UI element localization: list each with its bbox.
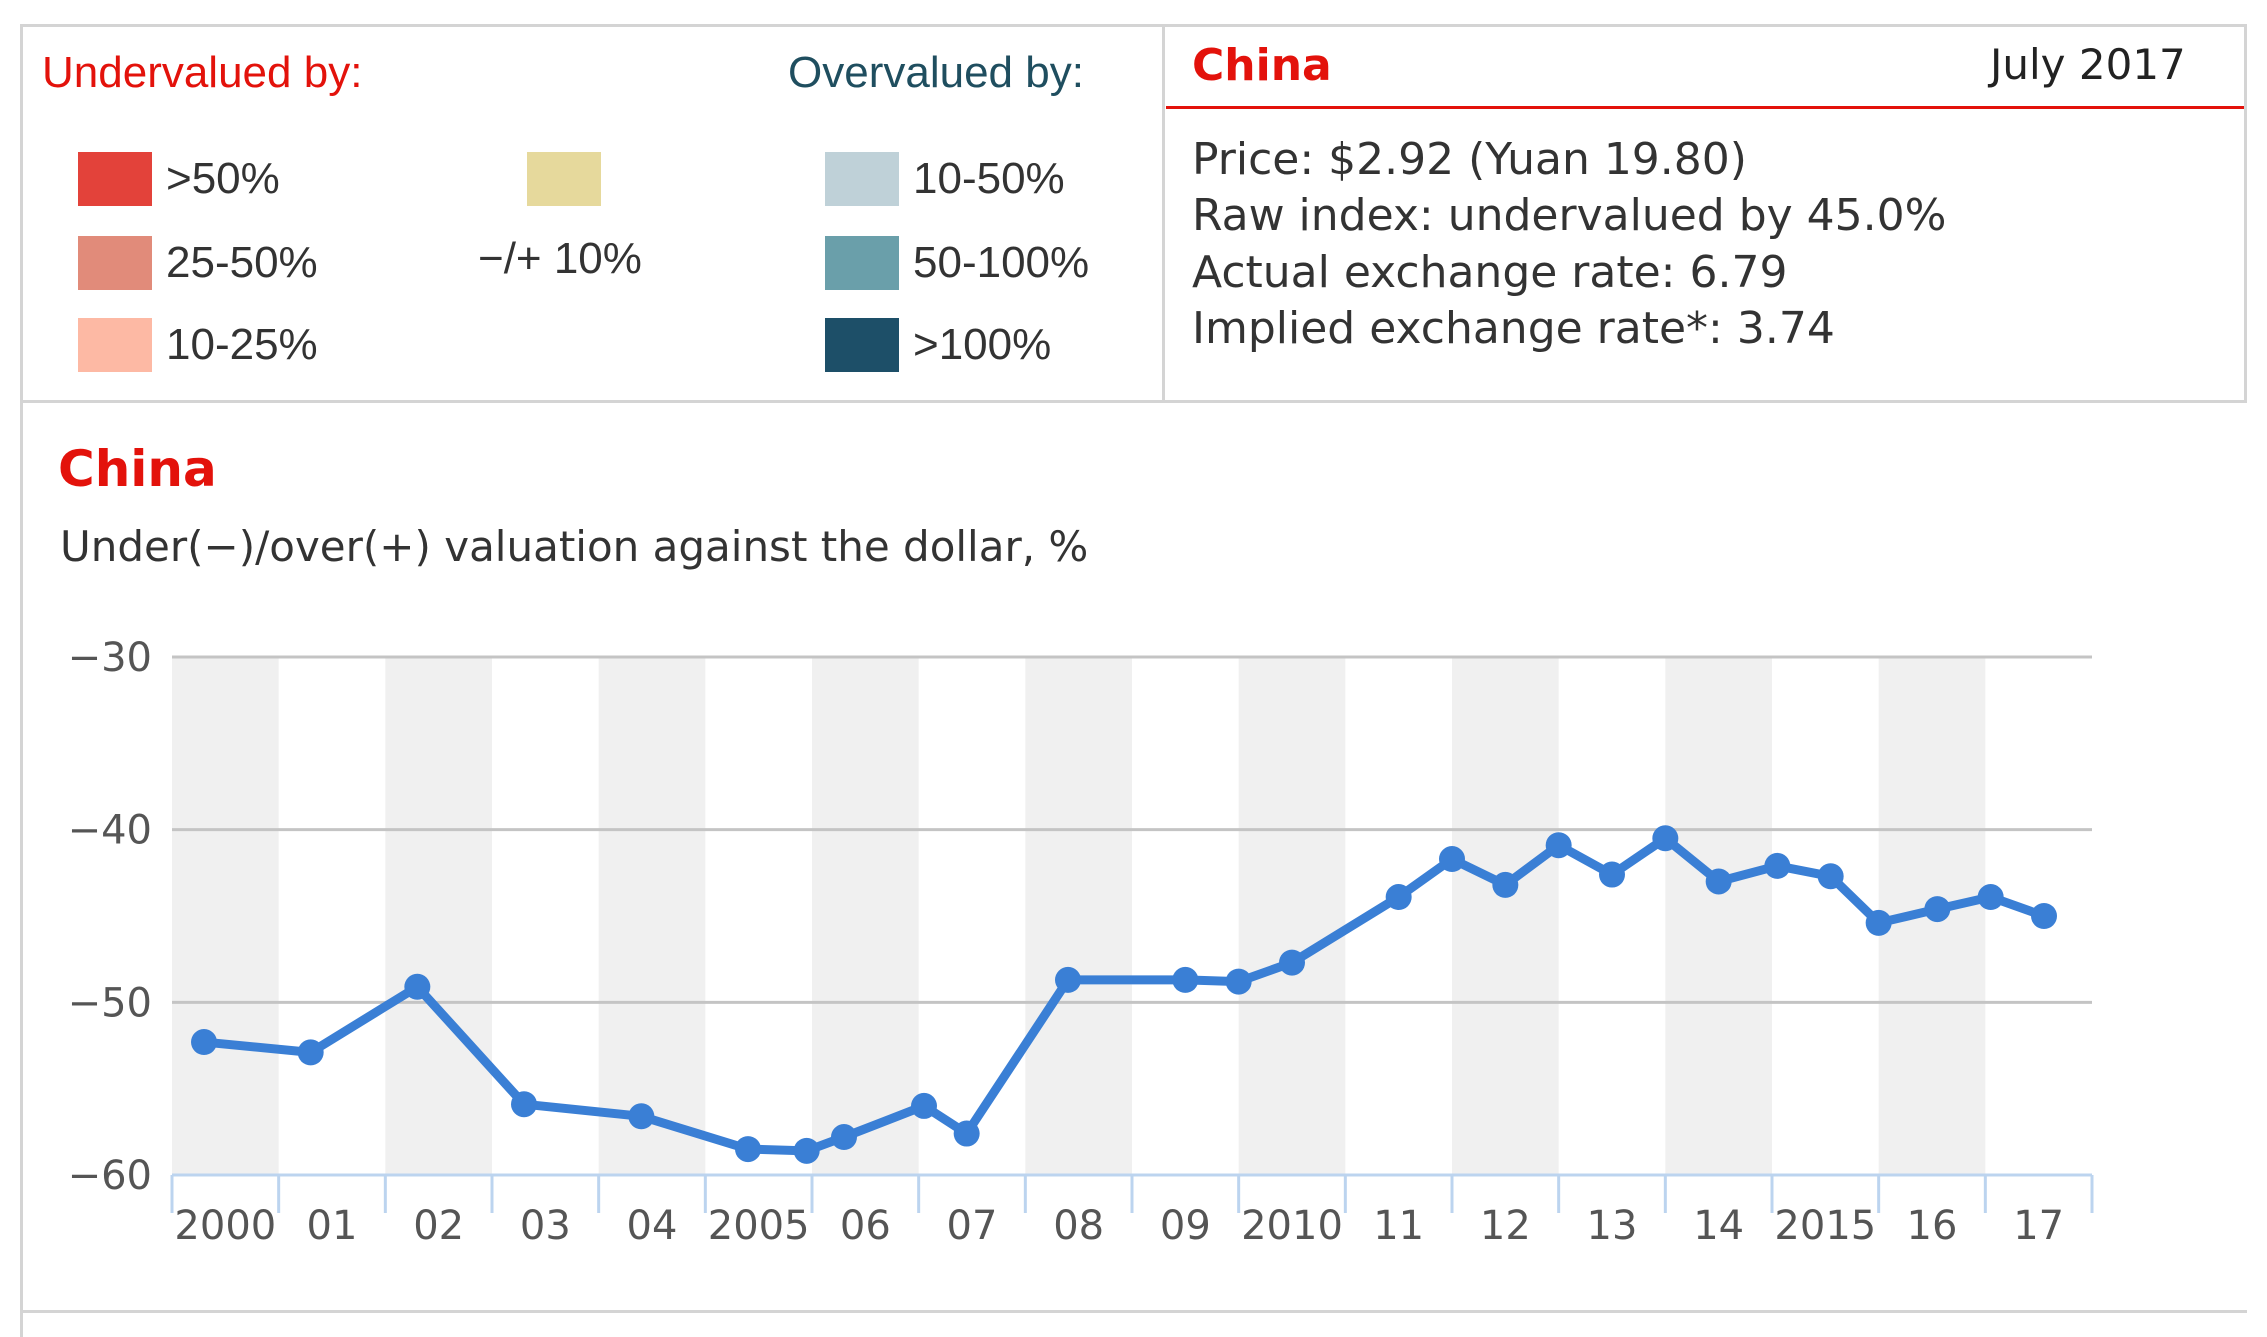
swatch-over-100[interactable] [825, 318, 899, 372]
label-over-10-50: 10-50% [913, 154, 1065, 203]
x-tick-label: 2000 [174, 1203, 276, 1249]
year-band [598, 657, 706, 1175]
info-date: July 2017 [1990, 40, 2186, 89]
data-point [1439, 846, 1465, 873]
undervalued-heading: Undervalued by: [42, 48, 363, 97]
info-implied-rate: Implied exchange rate*: 3.74 [1192, 303, 1835, 354]
chart-subtitle: Under(−)/over(+) valuation against the d… [60, 522, 1089, 571]
data-point [1977, 884, 2004, 911]
y-tick-label: −50 [68, 980, 152, 1026]
x-tick-label: 11 [1373, 1203, 1424, 1249]
panel-divider [1162, 24, 1165, 402]
data-point [953, 1120, 980, 1147]
data-point [911, 1092, 937, 1119]
x-tick-label: 03 [520, 1203, 571, 1249]
label-under-25-50: 25-50% [166, 238, 318, 287]
swatch-over-10-50[interactable] [825, 152, 899, 206]
label-under-10-25: 10-25% [166, 320, 318, 369]
year-band [1238, 657, 1346, 1175]
y-tick-label: −30 [68, 635, 152, 681]
data-point [1225, 968, 1252, 995]
label-neutral: −/+ 10% [478, 234, 642, 283]
data-point [511, 1091, 537, 1118]
data-point [628, 1103, 655, 1130]
data-point [1492, 871, 1519, 898]
info-raw-index: Raw index: undervalued by 45.0% [1192, 190, 1947, 241]
x-tick-label: 04 [627, 1203, 678, 1249]
x-tick-label: 02 [413, 1203, 464, 1249]
y-tick-label: −40 [68, 808, 152, 854]
year-band [1665, 657, 1772, 1175]
swatch-under-10-25[interactable] [78, 318, 152, 372]
x-tick-label: 09 [1160, 1203, 1211, 1249]
x-tick-label: 06 [840, 1203, 891, 1249]
data-point [1055, 966, 1081, 993]
right-border [2244, 24, 2247, 402]
data-point [831, 1124, 857, 1151]
year-band [1452, 657, 1559, 1175]
data-point [1652, 825, 1679, 852]
data-point [735, 1136, 761, 1163]
data-point [1172, 966, 1199, 993]
swatch-neutral[interactable] [527, 152, 601, 206]
swatch-under-50[interactable] [78, 152, 152, 206]
year-band [172, 657, 279, 1175]
info-price: Price: $2.92 (Yuan 19.80) [1192, 134, 1747, 185]
x-tick-label: 2015 [1774, 1203, 1876, 1249]
data-point [1545, 832, 1572, 859]
data-point [2031, 903, 2057, 929]
x-tick-label: 2010 [1241, 1203, 1343, 1249]
x-tick-label: 01 [307, 1203, 358, 1249]
year-band [1025, 657, 1132, 1175]
y-tick-label: −60 [68, 1153, 152, 1199]
data-point [404, 973, 431, 1000]
chart-title: China [58, 440, 217, 498]
bottom-border [20, 1310, 2247, 1313]
info-country: China [1192, 40, 1332, 91]
label-over-50-100: 50-100% [913, 238, 1090, 287]
year-band [385, 657, 492, 1175]
data-point [1764, 852, 1791, 879]
x-tick-label: 13 [1587, 1203, 1638, 1249]
info-actual-rate: Actual exchange rate: 6.79 [1192, 247, 1788, 298]
data-point [1817, 863, 1844, 890]
year-band [812, 657, 919, 1175]
data-point [297, 1039, 324, 1066]
x-tick-label: 14 [1693, 1203, 1744, 1249]
x-tick-label: 07 [947, 1203, 998, 1249]
label-under-50: >50% [166, 154, 280, 203]
data-point [1705, 868, 1732, 895]
data-point [793, 1137, 820, 1164]
data-point [1924, 896, 1951, 923]
swatch-under-25-50[interactable] [78, 236, 152, 290]
x-tick-label: 2005 [708, 1203, 810, 1249]
label-over-100: >100% [913, 320, 1052, 369]
x-tick-label: 12 [1480, 1203, 1531, 1249]
data-point [1599, 861, 1625, 888]
info-rule [1166, 106, 2244, 109]
data-point [1865, 909, 1892, 936]
left-border [20, 24, 23, 1337]
top-border [20, 24, 2247, 27]
data-point [1385, 884, 1412, 911]
legend-bottom-border [20, 400, 2247, 403]
data-point [191, 1029, 217, 1056]
x-tick-label: 17 [2013, 1203, 2064, 1249]
x-tick-label: 16 [1907, 1203, 1958, 1249]
data-point [1279, 949, 1305, 976]
overvalued-heading: Overvalued by: [788, 48, 1084, 97]
swatch-over-50-100[interactable] [825, 236, 899, 290]
x-tick-label: 08 [1053, 1203, 1104, 1249]
